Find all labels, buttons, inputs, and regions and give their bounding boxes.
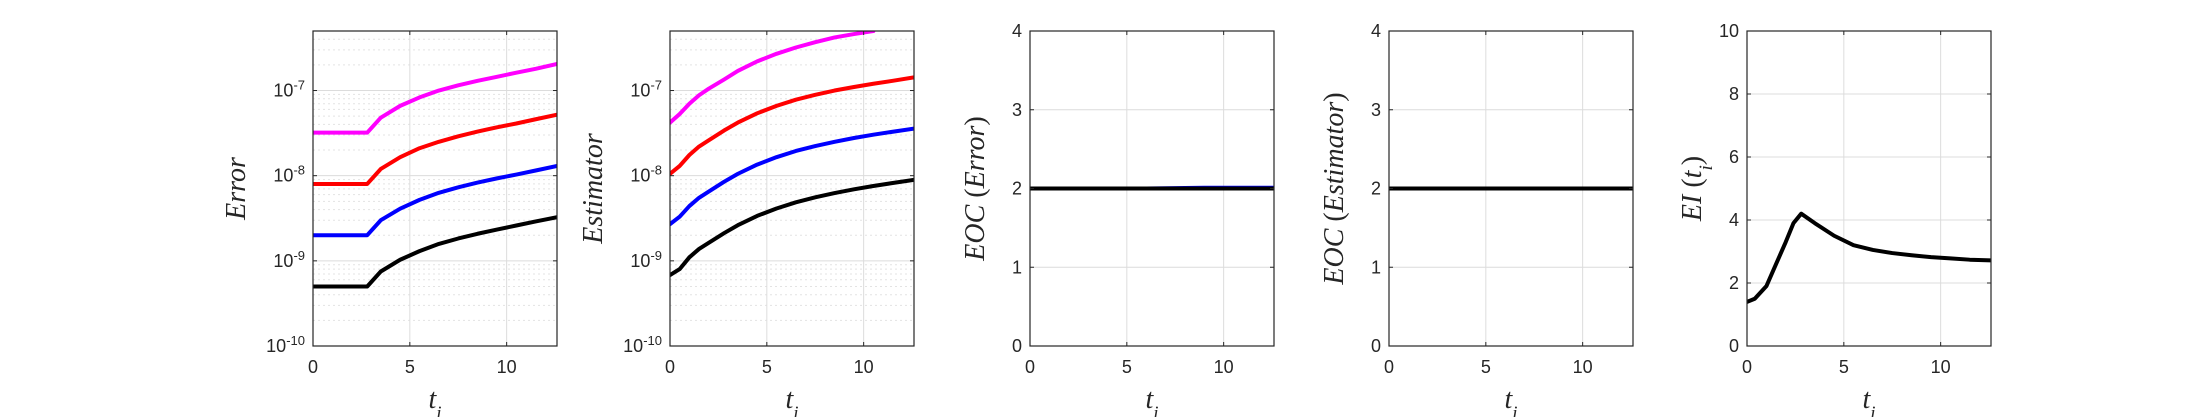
y-tick-label: 1 [1371,257,1381,277]
x-tick-label: 0 [1742,357,1752,377]
y-tick-label: 0 [1371,336,1381,356]
y-tick-label: 4 [1729,210,1739,230]
chart-panel-3: 0 5 10 0 1 2 3 4 ti EOC (Error) [960,21,1275,417]
chart-panel-2: 0 5 10 10-10 10-9 10-8 10-7 ti Estimator [578,30,915,417]
chart-panel-5: 0 5 10 0 2 4 6 8 10 ti EI (ti) [1677,21,1992,417]
x-tick-label: 10 [1931,357,1951,377]
chart-panel-1: 0 5 10 10-10 10-9 10-8 10-7 ti Error [221,30,558,417]
y-axis-title: EI (ti) [1677,156,1717,222]
chart-panel-4: 0 5 10 0 1 2 3 4 ti EOC (Estimator) [1319,21,1634,417]
y-tick-label: 6 [1729,147,1739,167]
x-axis-title: ti [785,384,798,417]
y-tick-label: 10-8 [630,162,662,186]
y-tick-label: 10 [1719,21,1739,41]
x-tick-label: 10 [1573,357,1593,377]
y-tick-label: 10-7 [273,77,305,101]
x-tick-label: 5 [405,357,415,377]
x-tick-label: 10 [854,357,874,377]
axes-frame [669,30,915,347]
series-line-4 [670,177,914,278]
y-tick-label: 10-10 [623,333,662,357]
y-tick-label: 4 [1371,21,1381,41]
y-tick-label: 10-10 [266,333,305,357]
y-tick-label: 10-8 [273,162,305,186]
x-tick-label: 0 [1384,357,1394,377]
y-axis-title: Estimator [578,133,609,245]
y-tick-label: 2 [1012,179,1022,199]
series-line-1 [1747,211,1991,304]
y-axis-title: EOC (Estimator) [1319,92,1350,285]
axes-frame [1746,30,1992,347]
y-tick-label: 3 [1012,100,1022,120]
y-tick-label: 3 [1371,100,1381,120]
y-tick-label: 10-9 [630,247,662,271]
series-line-1 [670,31,876,125]
series-line-2 [313,112,557,186]
y-axis-title: EOC (Error) [960,116,991,261]
series-line-1 [313,61,557,135]
y-tick-label: 2 [1729,273,1739,293]
y-tick-label: 1 [1012,257,1022,277]
y-tick-label: 0 [1729,336,1739,356]
y-tick-label: 0 [1012,336,1022,356]
x-tick-label: 5 [1122,357,1132,377]
series-line-4 [313,215,557,289]
x-tick-label: 10 [1214,357,1234,377]
y-tick-label: 10-7 [630,77,662,101]
x-tick-label: 5 [762,357,772,377]
x-tick-label: 0 [308,357,318,377]
y-tick-label: 4 [1012,21,1022,41]
y-tick-label: 2 [1371,179,1381,199]
plot-area [1747,31,1991,346]
y-tick-label: 10-9 [273,247,305,271]
series-line-3 [670,126,914,227]
x-tick-label: 10 [497,357,517,377]
x-axis-title: ti [1504,384,1517,417]
x-axis-title: ti [1145,384,1158,417]
x-tick-label: 0 [1025,357,1035,377]
x-tick-label: 0 [665,357,675,377]
x-tick-label: 5 [1839,357,1849,377]
x-axis-title: ti [1862,384,1875,417]
y-axis-title: Error [221,157,252,221]
x-tick-label: 5 [1481,357,1491,377]
y-tick-label: 8 [1729,84,1739,104]
series-line-2 [670,75,914,176]
x-axis-title: ti [428,384,441,417]
axes-frame [312,30,558,347]
series-line-3 [313,163,557,238]
